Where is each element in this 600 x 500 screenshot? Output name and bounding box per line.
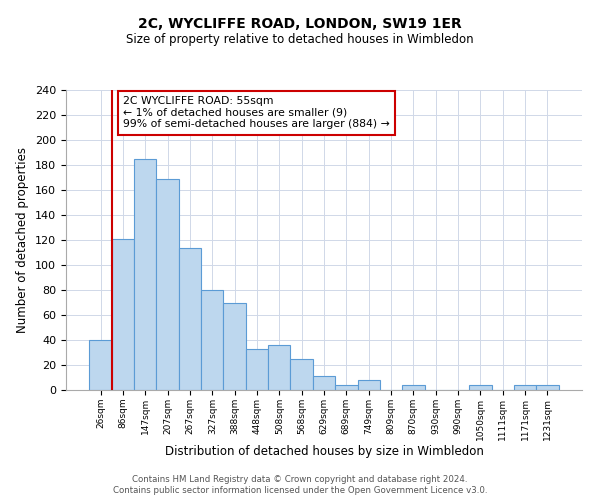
Bar bbox=[290, 359, 313, 390]
Bar bbox=[268, 345, 290, 390]
Bar bbox=[402, 385, 425, 390]
Text: Contains public sector information licensed under the Open Government Licence v3: Contains public sector information licen… bbox=[113, 486, 487, 495]
Bar bbox=[358, 380, 380, 390]
Bar bbox=[246, 349, 268, 390]
Text: 2C, WYCLIFFE ROAD, LONDON, SW19 1ER: 2C, WYCLIFFE ROAD, LONDON, SW19 1ER bbox=[138, 18, 462, 32]
Y-axis label: Number of detached properties: Number of detached properties bbox=[16, 147, 29, 333]
Bar bbox=[179, 248, 201, 390]
Bar bbox=[313, 376, 335, 390]
Text: 2C WYCLIFFE ROAD: 55sqm
← 1% of detached houses are smaller (9)
99% of semi-deta: 2C WYCLIFFE ROAD: 55sqm ← 1% of detached… bbox=[123, 96, 390, 130]
Bar bbox=[223, 302, 246, 390]
Bar bbox=[89, 340, 112, 390]
Text: Size of property relative to detached houses in Wimbledon: Size of property relative to detached ho… bbox=[126, 32, 474, 46]
Bar bbox=[157, 179, 179, 390]
Bar bbox=[134, 159, 157, 390]
Text: Contains HM Land Registry data © Crown copyright and database right 2024.: Contains HM Land Registry data © Crown c… bbox=[132, 475, 468, 484]
Bar bbox=[201, 290, 223, 390]
Bar bbox=[335, 385, 358, 390]
Bar bbox=[536, 385, 559, 390]
Bar bbox=[469, 385, 491, 390]
Bar bbox=[514, 385, 536, 390]
Bar bbox=[112, 239, 134, 390]
X-axis label: Distribution of detached houses by size in Wimbledon: Distribution of detached houses by size … bbox=[164, 446, 484, 458]
